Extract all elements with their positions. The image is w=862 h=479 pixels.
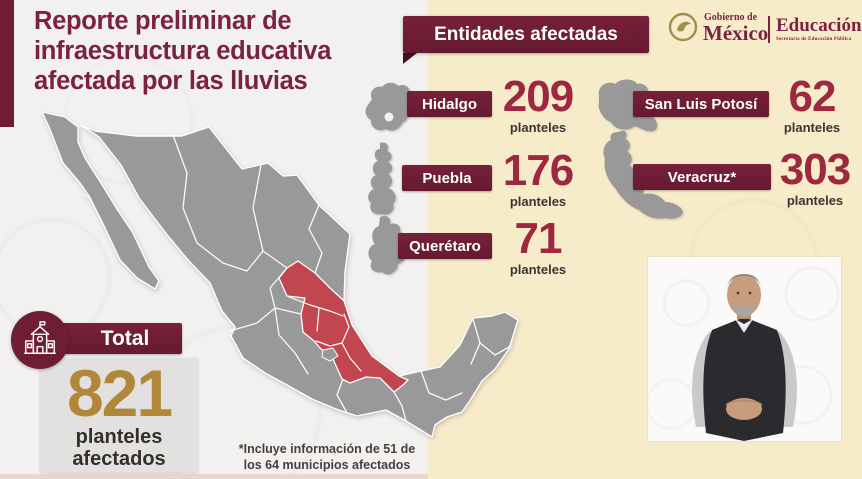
label-veracruz: Veracruz*	[633, 164, 771, 190]
veracruz-count: 303	[779, 145, 851, 194]
interpreter-video	[648, 257, 841, 441]
label-hidalgo: Hidalgo	[407, 91, 492, 117]
label-puebla: Puebla	[402, 165, 492, 191]
footnote-line-1: *Incluye información de 51 de	[238, 442, 416, 456]
affected-states-region	[278, 260, 409, 393]
entities-banner: Entidades afectadas	[403, 16, 649, 53]
affected-state-borders	[288, 296, 362, 372]
queretaro-state-icon	[368, 215, 406, 275]
hidalgo-state-icon	[365, 82, 413, 131]
page-title: Reporte preliminar de infraestructura ed…	[34, 7, 404, 96]
veracruz-unit: planteles	[786, 193, 844, 209]
hidalgo-unit: planteles	[509, 120, 567, 136]
total-badge	[11, 311, 69, 369]
total-count: 821	[66, 356, 173, 430]
footnote-line-2: los 64 municipios afectados	[243, 458, 411, 472]
total-panel: 821 planteles afectados	[40, 358, 198, 472]
title-line-1: Reporte preliminar de	[34, 7, 292, 35]
san-luis-potosi-count: 62	[788, 72, 837, 121]
footnote: *Incluye información de 51 de los 64 mun…	[216, 441, 438, 473]
veracruz-state-icon	[603, 130, 683, 219]
bottom-strip	[0, 474, 428, 479]
total-unit: planteles afectados	[72, 426, 166, 470]
school-building-icon	[24, 321, 56, 355]
mexico-eagle-emblem-icon	[668, 12, 698, 42]
metric-veracruz: 303 planteles	[776, 145, 854, 209]
puebla-unit: planteles	[509, 194, 567, 210]
metric-san-luis-potosi: 62 planteles	[773, 72, 851, 136]
title-line-3: afectada por las lluvias	[34, 66, 308, 95]
metric-hidalgo: 209 planteles	[498, 72, 578, 136]
metric-puebla: 176 planteles	[498, 146, 578, 210]
gobierno-de-text: Gobierno de	[704, 12, 758, 23]
puebla-state-icon	[368, 142, 396, 215]
sign-language-interpreter	[692, 274, 797, 441]
label-queretaro: Querétaro	[398, 233, 492, 259]
educacion-wordmark: Educación Secretaría de Educación Públic…	[776, 16, 862, 42]
mexico-text: México	[703, 21, 769, 45]
metric-queretaro: 71 planteles	[498, 214, 578, 278]
gobierno-de-mexico-wordmark: Gobierno de México	[703, 13, 768, 44]
banner-fold	[403, 53, 417, 64]
puebla-count: 176	[502, 146, 574, 195]
accent-bar	[0, 0, 14, 127]
logo-divider	[768, 16, 770, 43]
mexico-map	[41, 111, 519, 438]
queretaro-count: 71	[514, 214, 563, 263]
hidalgo-count: 209	[502, 72, 574, 121]
title-line-2: infraestructura educativa	[34, 36, 332, 65]
educacion-subtitle: Secretaría de Educación Pública	[776, 37, 852, 42]
central-enclave	[321, 347, 339, 362]
educacion-text: Educación	[776, 15, 862, 36]
san-luis-potosi-unit: planteles	[783, 120, 841, 136]
label-san-luis-potosi: San Luis Potosí	[633, 91, 769, 117]
total-label: Total	[54, 323, 182, 354]
queretaro-unit: planteles	[509, 262, 567, 278]
